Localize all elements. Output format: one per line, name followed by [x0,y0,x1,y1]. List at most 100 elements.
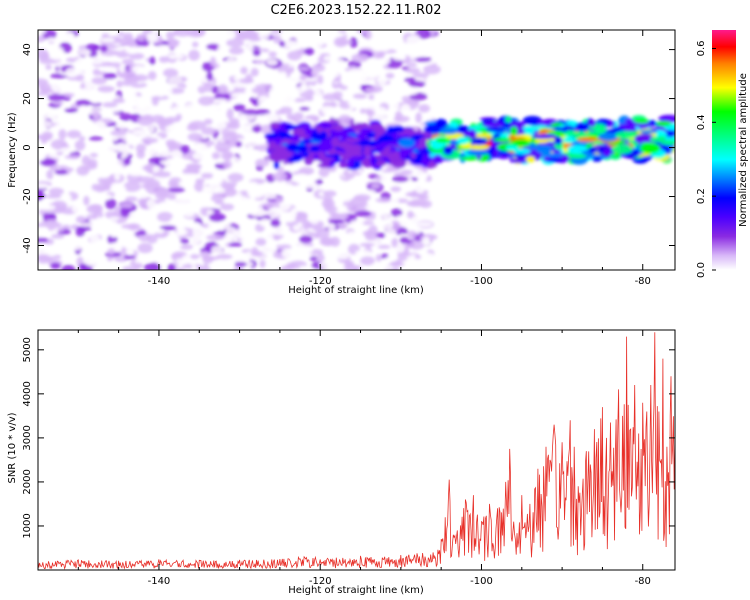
spectrogram-cell [38,145,47,151]
spectrogram-cell [80,249,89,257]
snr-ytick-label: 4000 [22,381,33,406]
spectrogram-cell [116,80,123,88]
spectrogram-cell [78,222,96,227]
spectrogram-cell [66,130,82,139]
spectrogram-cell [281,248,299,259]
spectrogram-cell [89,234,101,244]
spectrogram-cell [188,49,200,61]
spectrogram-cell [379,141,389,148]
spectrogram-cell [220,203,235,211]
spectrogram-cell [268,141,277,150]
spectrogram-cell [162,101,173,108]
spectrogram-cell [50,82,62,93]
spectrogram-cell [634,118,650,124]
spectrogram-cell [75,215,87,224]
spectrogram-cell [656,121,672,127]
spectrogram-cell [38,192,46,199]
spectrogram-cell [214,141,232,153]
colorbar-tick-label: 0.6 [696,41,707,57]
spectrogram-cell [317,163,331,168]
spectrogram-cell [93,30,100,39]
spectrogram-cell [211,120,227,130]
spectrogram-cell [302,219,310,230]
spectrogram-cell [201,172,214,179]
spectrogram-cell [47,94,66,102]
spectrogram-cell [275,244,284,249]
spectrogram-cell [391,175,409,183]
spectrogram-cell [170,149,183,159]
spectrogram-cell [267,242,277,250]
spectrogram-cell [58,215,72,220]
spectrogram-cell [168,42,177,49]
spectrogram-cell [588,146,598,154]
spectrogram-cell [634,133,655,145]
spectrogram-cell [39,69,49,77]
spectrogram-cell [48,187,64,196]
spectrogram-cell [38,213,43,224]
spectrogram-cell [165,139,177,147]
spectrogram-panel: -140 -120 -100 -80 -40 -20 0 20 40 Height of str… [7,29,676,296]
spectrogram-cell [146,234,158,244]
spectrogram-cell [422,236,431,246]
snr-ytick-label: 1000 [22,513,33,538]
spectrogram-cell [251,125,262,133]
spectrogram-cell [395,54,407,59]
spectrogram-cell [257,95,270,107]
spectrogram-cell [136,34,146,42]
spectrogram-cell [421,250,429,260]
spectrogram-cell [346,202,361,213]
spectrogram-cell [240,145,254,152]
spectrogram-cell [50,262,61,270]
spectrogram-cell [75,91,85,99]
spectrogram-cell [180,133,190,142]
spectrogram-cell [390,197,400,206]
spectrogram-cell [365,204,381,212]
spectrogram-cell [271,261,282,270]
spectrogram-cell [336,197,352,202]
spectrogram-cell [387,114,395,120]
spectrogram-cell [132,65,145,73]
spectrogram-cell [258,30,270,40]
spectrogram-cell [239,113,256,121]
spectrogram-cell [332,180,348,191]
spectrogram-cell [202,185,209,195]
spectrogram-cell [130,82,148,88]
spectrogram-cell [318,157,333,162]
spectrogram-cell [298,66,310,72]
spectrogram-cell [323,55,333,62]
spectrogram-cell [217,84,229,95]
spectrogram-cell [420,171,428,181]
spectrogram-cell [385,228,397,240]
spectrogram-cell [422,260,437,270]
snr-panel: -140 -120 -100 -80 1000 2000 3000 4000 5000 Heig… [7,329,676,596]
spectrogram-cell [227,121,241,130]
spectrogram-cell [335,52,351,57]
spectrogram-cell [126,245,134,256]
spectrogram-cell [298,235,313,244]
spectrogram-cell [399,150,408,160]
spectrogram-cell [359,108,367,114]
spectrogram-cell [168,231,186,237]
spectrogram-cell [394,30,402,38]
spectrogram-cell [91,77,108,85]
spectrogram-cell [165,31,175,40]
spectrogram-cell [349,37,358,48]
spectrogram-cell [389,101,400,111]
spectrogram-cell [233,103,246,112]
spectrogram-cell [522,115,543,126]
spectrogram-cell [92,111,101,118]
spectrogram-cell [38,107,48,118]
spectrogram-cell [658,114,675,123]
spectrogram-cell [414,254,422,260]
spectrogram-cell [122,58,135,66]
spectrogram-cell [62,192,71,201]
spectrogram-cell [159,225,177,231]
spectrogram-cell [359,140,372,147]
spectrogram-cell [404,77,416,83]
snr-series-line [38,332,675,570]
spectrogram-cell [86,214,98,220]
spectrogram-cell [65,67,80,78]
snr-xtick-label: -140 [148,576,171,587]
spectrogram-cell [286,112,295,121]
spectrogram-cell [215,76,223,85]
